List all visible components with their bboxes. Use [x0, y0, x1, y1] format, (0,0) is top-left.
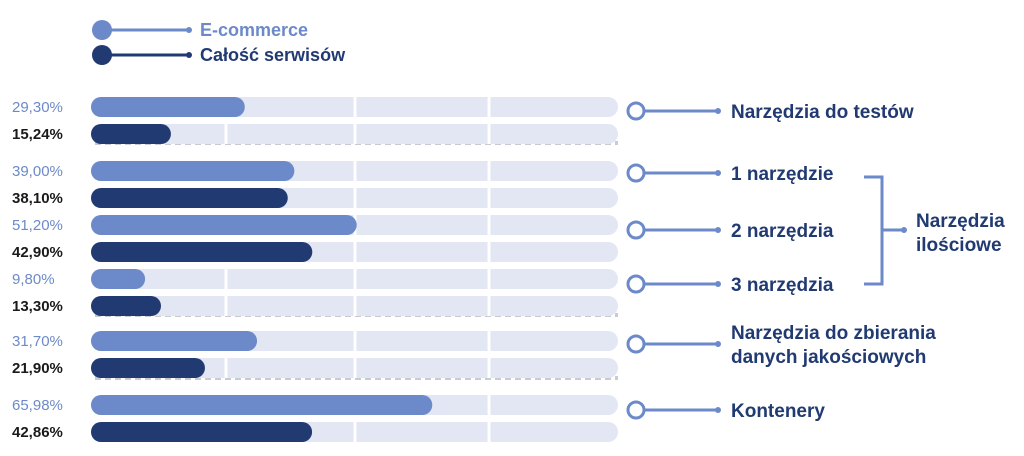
bar	[91, 296, 161, 316]
legend-dot	[186, 27, 192, 33]
bar-value-label: 9,80%	[12, 271, 55, 288]
group-bracket	[864, 175, 884, 286]
connector-dot	[715, 341, 721, 347]
bar-value-label: 42,86%	[12, 424, 63, 441]
bar-value-label: 21,90%	[12, 360, 63, 377]
bar	[91, 331, 258, 351]
legend-marker	[92, 45, 112, 65]
bar-value-label: 38,10%	[12, 190, 63, 207]
bar	[91, 161, 295, 181]
bar	[91, 269, 146, 289]
group-bracket-dot	[901, 227, 907, 233]
connector-circle	[626, 400, 646, 420]
bar-value-label: 13,30%	[12, 298, 63, 315]
connector-circle	[626, 101, 646, 121]
connector-circle	[626, 274, 646, 294]
bar	[91, 188, 288, 208]
legend-label: E-commerce	[200, 20, 308, 40]
bar-value-label: 51,20%	[12, 217, 63, 234]
category-label: 3 narzędzia	[731, 275, 834, 296]
bar	[91, 97, 245, 117]
connector-dot	[715, 108, 721, 114]
bar-value-label: 15,24%	[12, 126, 63, 143]
group-label: ilościowe	[916, 235, 1002, 256]
category-label: 1 narzędzie	[731, 164, 833, 185]
bar-value-label: 31,70%	[12, 333, 63, 350]
connector-dot	[715, 281, 721, 287]
bar	[91, 215, 357, 235]
category-label: Kontenery	[731, 401, 825, 422]
category-label: Narzędzia do zbierania	[731, 323, 936, 344]
bar-value-label: 42,90%	[12, 244, 63, 261]
group-label: Narzędzia	[916, 211, 1005, 232]
connector-dot	[715, 227, 721, 233]
bar-value-label: 39,00%	[12, 163, 63, 180]
legend-marker	[92, 20, 112, 40]
connector-dot	[715, 407, 721, 413]
bar	[91, 358, 205, 378]
connector-circle	[626, 334, 646, 354]
connector-dot	[715, 170, 721, 176]
bar	[91, 395, 433, 415]
bar-value-label: 65,98%	[12, 397, 63, 414]
bar	[91, 242, 313, 262]
category-label: danych jakościowych	[731, 347, 926, 368]
legend-label: Całość serwisów	[200, 45, 346, 65]
category-label: 2 narzędzia	[731, 221, 834, 242]
bar-value-label: 29,30%	[12, 99, 63, 116]
bar	[91, 124, 171, 144]
category-label: Narzędzia do testów	[731, 102, 914, 123]
connector-circle	[626, 163, 646, 183]
legend-dot	[186, 52, 192, 58]
bar	[91, 422, 313, 442]
connector-circle	[626, 220, 646, 240]
